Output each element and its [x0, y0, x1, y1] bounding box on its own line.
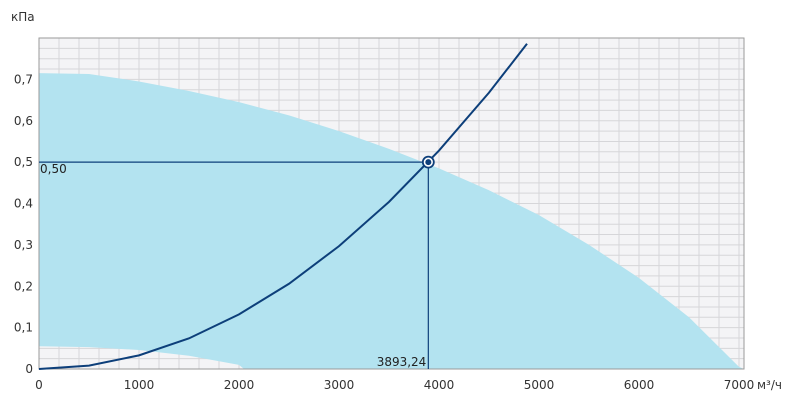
y-tick-label: 0,6 — [14, 114, 33, 128]
system-curve — [38, 43, 528, 370]
x-tick-label: 6000 — [624, 378, 655, 392]
plot-frame — [38, 37, 745, 370]
y-tick-label: 0,3 — [14, 238, 33, 252]
y-tick-label: 0,4 — [14, 197, 33, 211]
operating-point-dot — [425, 159, 432, 166]
operating-point-x-label: 3893,24 — [377, 355, 427, 369]
x-tick-label: 7000 — [724, 378, 755, 392]
y-tick-label: 0,2 — [14, 279, 33, 293]
x-tick-label: 2000 — [224, 378, 255, 392]
y-tick-label: 0,1 — [14, 321, 33, 335]
x-tick-label: 5000 — [524, 378, 555, 392]
x-axis-unit-label: м³/ч — [757, 378, 782, 392]
y-tick-label: 0,5 — [14, 155, 33, 169]
y-tick-label: 0,7 — [14, 72, 33, 86]
x-tick-label: 0 — [35, 378, 43, 392]
x-tick-label: 4000 — [424, 378, 455, 392]
x-tick-label: 1000 — [124, 378, 155, 392]
y-axis-unit-label: кПа — [11, 10, 35, 24]
y-tick-label: 0 — [25, 362, 33, 376]
operating-point-y-label: 0,50 — [40, 162, 67, 176]
operating-region — [39, 73, 744, 369]
x-tick-label: 3000 — [324, 378, 355, 392]
